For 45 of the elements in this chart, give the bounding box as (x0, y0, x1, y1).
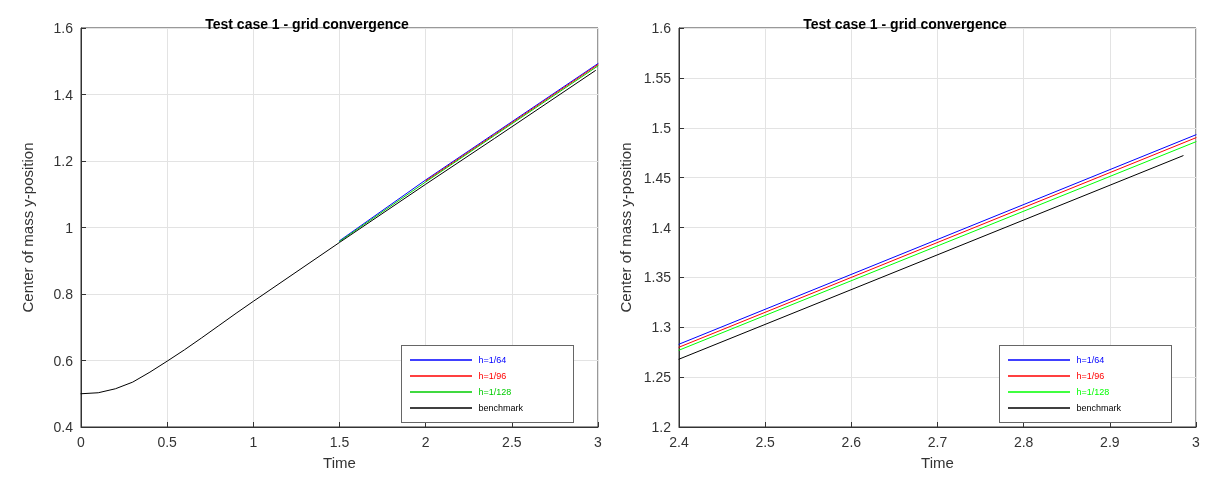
text: benchmark (478, 403, 523, 413)
y-tick-label: 1.2 (651, 419, 672, 435)
y-tick-label: 0.6 (53, 352, 74, 369)
y-tick-label: 1.25 (643, 369, 672, 386)
x-tick-label: 2.4 (669, 434, 689, 450)
y-tick-label: 1.2 (53, 153, 74, 169)
y-tick-label: 1.6 (53, 20, 74, 36)
y-tick-label: 1.35 (643, 269, 672, 286)
text: h=1/64 (478, 355, 507, 365)
y-axis-title: Center of mass y-position (616, 142, 634, 313)
chart-title: Test case 1 - grid convergence (205, 16, 410, 32)
x-tick-label: 1 (249, 434, 258, 450)
y-tick-label: 1.6 (651, 20, 672, 36)
text: h=1/128 (1076, 387, 1110, 397)
x-axis-title: Time (921, 454, 954, 471)
y-tick-label: 1 (65, 219, 74, 236)
x-tick-label: 2.7 (927, 434, 948, 450)
x-tick-label: 2.6 (841, 434, 862, 450)
line-series (80, 70, 596, 395)
x-tick-label: 1.5 (329, 434, 350, 450)
x-tick-label: 2.5 (755, 434, 776, 450)
x-tick-label: 0 (77, 434, 86, 450)
x-tick-label: 3 (1192, 434, 1201, 450)
y-tick-label: 1.3 (651, 319, 672, 336)
text: benchmark (1076, 403, 1121, 413)
x-axis-title: Time (323, 454, 356, 471)
y-tick-label: 0.4 (53, 419, 74, 435)
y-tick-label: 1.4 (651, 219, 672, 236)
text: h=1/96 (1076, 371, 1105, 381)
text: h=1/64 (1076, 355, 1105, 365)
y-tick-label: 1.4 (53, 86, 74, 103)
chart-title: Test case 1 - grid convergence (803, 16, 1008, 32)
text: h=1/96 (478, 371, 507, 381)
y-tick-label: 1.5 (651, 119, 672, 136)
x-tick-label: 2.5 (502, 434, 522, 450)
y-tick-label: 0.8 (53, 286, 74, 302)
x-tick-label: 2.9 (1100, 434, 1120, 450)
y-tick-label: 1.45 (643, 169, 672, 186)
x-tick-label: 3 (594, 434, 603, 450)
y-axis-title: Center of mass y-position (19, 142, 36, 313)
text: h=1/128 (478, 387, 512, 397)
y-tick-label: 1.55 (643, 69, 672, 86)
x-tick-label: 0.5 (157, 434, 178, 450)
x-tick-label: 2 (421, 434, 430, 450)
x-tick-label: 2.8 (1013, 434, 1034, 450)
